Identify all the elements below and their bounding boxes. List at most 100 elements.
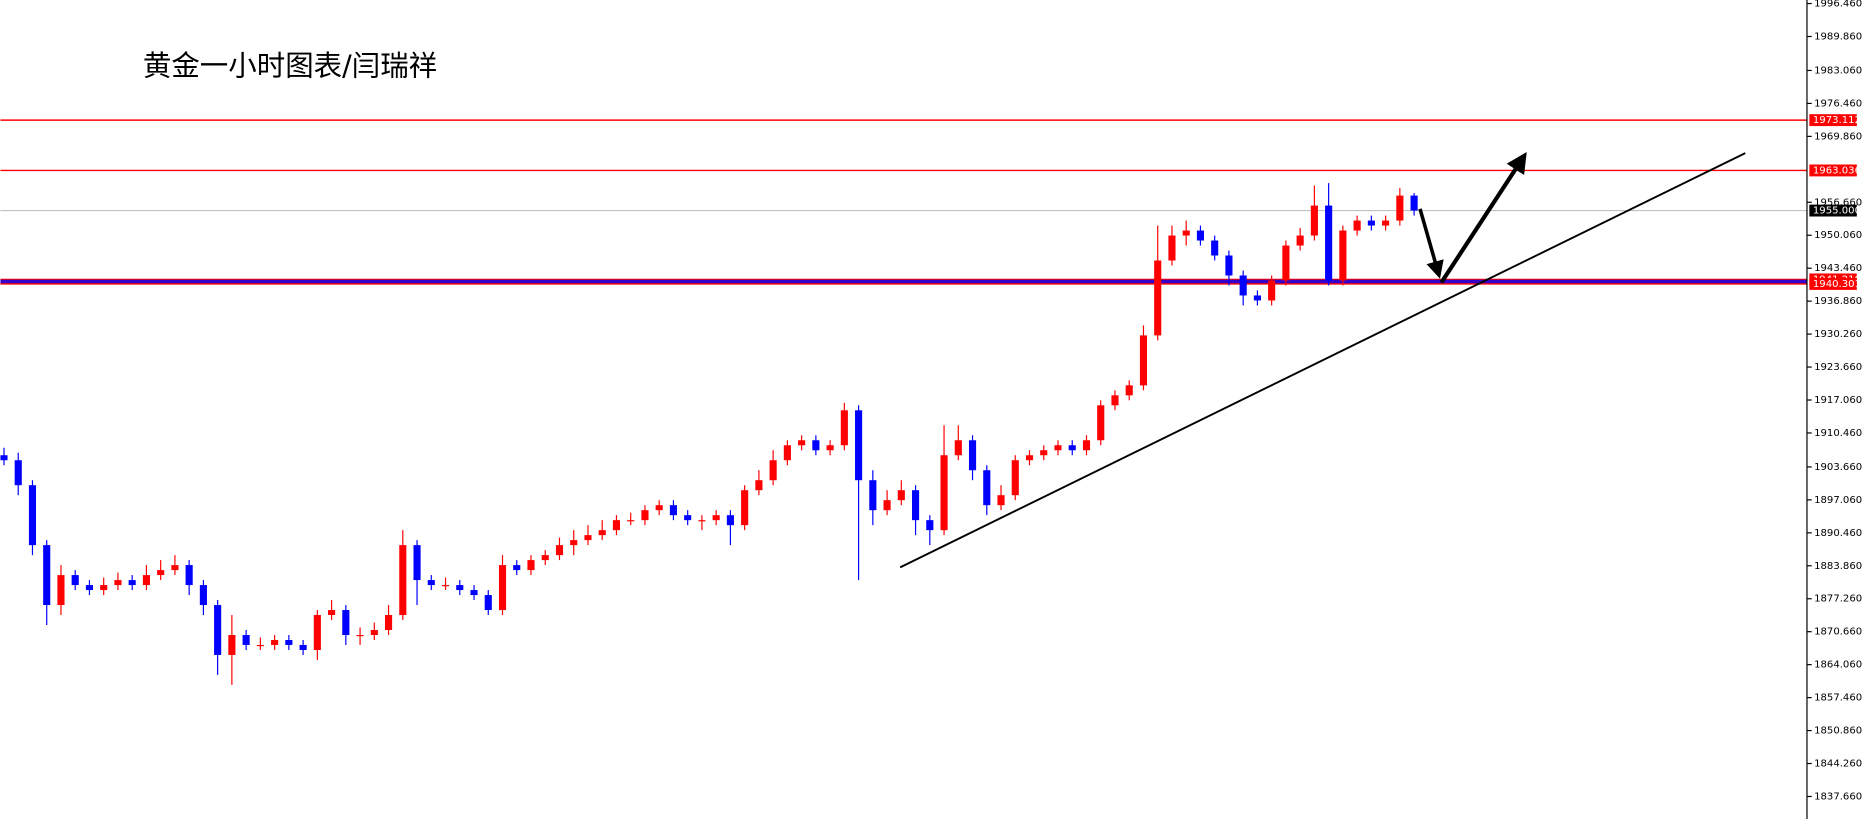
arrow-up	[1439, 152, 1527, 284]
candle-body	[1182, 230, 1190, 236]
level-tag	[1809, 164, 1857, 177]
y-tick-label: 1877.260	[1814, 594, 1862, 605]
candle-body	[584, 535, 592, 541]
candle-body	[14, 460, 22, 486]
candle-body	[157, 570, 165, 576]
level-tag	[1809, 114, 1857, 127]
candle-body	[470, 590, 478, 596]
y-tick-label: 1936.860	[1814, 296, 1862, 307]
y-tick-label: 1890.460	[1814, 528, 1862, 539]
candle-body	[855, 410, 863, 481]
level-label: 1955.000	[1813, 206, 1861, 217]
y-tick-label: 1903.660	[1814, 462, 1862, 473]
candle-body	[513, 565, 521, 571]
level-tag	[1809, 204, 1857, 217]
candle-body	[1097, 405, 1105, 441]
candle-body	[128, 580, 136, 586]
candle-body	[1282, 245, 1290, 281]
candle-body	[228, 634, 236, 655]
candle-body	[655, 505, 663, 511]
candle-body	[1211, 240, 1219, 256]
candle-body	[755, 480, 763, 491]
level-label: 1973.112	[1813, 115, 1861, 126]
y-tick-label: 1943.460	[1814, 263, 1862, 274]
candle-body	[356, 634, 364, 637]
candle-body	[498, 565, 507, 611]
candle-body	[669, 505, 677, 516]
y-tick-label: 1969.860	[1814, 131, 1862, 142]
candle-body	[214, 605, 222, 655]
candle-body	[983, 470, 991, 506]
y-tick-label: 1883.860	[1814, 561, 1862, 572]
y-tick-label: 1870.660	[1814, 627, 1862, 638]
candle-body	[0, 455, 8, 461]
candle-body	[1382, 220, 1390, 226]
level-tag	[1809, 278, 1857, 290]
candle-body	[840, 410, 848, 446]
candle-body	[712, 515, 720, 521]
candle-body	[954, 440, 962, 456]
candle-body	[812, 440, 820, 451]
candle-body	[328, 610, 336, 616]
y-tick-label: 1857.460	[1814, 693, 1862, 704]
candle-body	[199, 585, 207, 606]
y-tick-label: 1989.860	[1814, 32, 1862, 43]
candle-body	[299, 644, 307, 650]
candle-body	[1082, 440, 1091, 451]
candle-body	[783, 445, 791, 461]
candle-body	[541, 555, 549, 561]
candle-body	[726, 515, 734, 526]
y-tick-label: 1950.060	[1814, 230, 1862, 241]
candle-body	[456, 585, 464, 591]
candle-body	[741, 490, 749, 526]
candle-body	[256, 644, 264, 647]
axis-labels: 1996.460 1989.860 1983.060 1976.460 1969.860…	[1806, 0, 1862, 802]
y-tick-label: 1837.660	[1814, 791, 1862, 802]
candle-body	[912, 490, 920, 521]
candle-body	[826, 445, 834, 451]
y-tick-label: 1897.060	[1814, 495, 1862, 506]
candle-body	[1125, 385, 1133, 396]
candle-body	[1011, 460, 1019, 496]
candle-body	[555, 545, 564, 556]
candle-body	[1353, 220, 1361, 231]
candle-body	[940, 455, 948, 531]
candle-body	[570, 540, 578, 546]
candle-body	[1040, 450, 1048, 456]
candle-body	[869, 480, 877, 511]
candle-body	[997, 495, 1005, 506]
candle-body	[313, 615, 321, 650]
candle-body	[968, 440, 977, 471]
candle-body	[1111, 395, 1119, 406]
candle-body	[57, 575, 65, 606]
candle-body	[1139, 335, 1148, 386]
candle-body	[1025, 455, 1034, 461]
candle-body	[698, 520, 706, 522]
y-tick-label: 1930.260	[1814, 329, 1862, 340]
candle-body	[883, 500, 891, 511]
y-tick-label: 1910.460	[1814, 428, 1862, 439]
candle-body	[370, 630, 378, 635]
y-tick-label: 1850.860	[1814, 726, 1862, 737]
candle-body	[28, 485, 37, 546]
candle-body	[1196, 230, 1204, 241]
candle-body	[627, 520, 635, 522]
y-tick-label: 1923.660	[1814, 362, 1862, 373]
candle-body	[684, 515, 692, 521]
candle-body	[114, 580, 122, 586]
y-tick-label: 1864.060	[1814, 660, 1862, 671]
y-tick-label: 1844.260	[1814, 759, 1862, 770]
candle-body	[1339, 230, 1347, 281]
candle-body	[641, 510, 649, 521]
y-tick-label: 1983.060	[1814, 65, 1862, 76]
candle-body	[399, 545, 407, 616]
candle-body	[484, 595, 492, 611]
candle-body	[612, 520, 621, 531]
y-tick-label: 1996.460	[1814, 0, 1862, 10]
y-tick-label: 1917.060	[1814, 395, 1862, 406]
candle-body	[1268, 280, 1276, 301]
candle-body	[427, 580, 435, 586]
arrow-down	[1418, 208, 1444, 279]
